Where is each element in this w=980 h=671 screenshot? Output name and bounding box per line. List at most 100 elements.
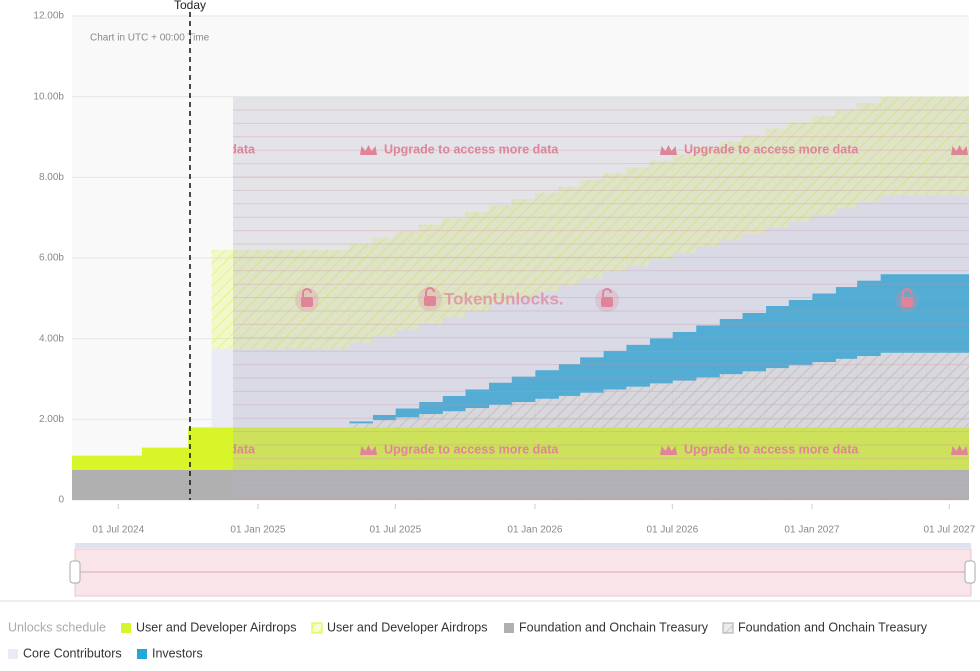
y-tick-label: 0 — [58, 495, 64, 506]
area-step — [234, 249, 259, 349]
area-step — [465, 427, 490, 470]
area-step — [188, 427, 213, 470]
area-step — [626, 469, 650, 500]
paywall-text: Upgrade to access more data — [975, 142, 980, 156]
area-step — [603, 350, 627, 390]
series-marks — [72, 96, 969, 500]
area-step — [326, 469, 350, 500]
area-step — [788, 122, 813, 222]
area-step — [372, 420, 396, 428]
area-step — [326, 249, 350, 349]
area-step — [211, 249, 235, 349]
area-step — [880, 274, 904, 353]
area-step — [903, 427, 927, 470]
area-step — [511, 376, 536, 402]
area-step — [579, 278, 604, 358]
area-step — [118, 455, 143, 470]
slider-track — [75, 543, 971, 548]
area-step — [558, 427, 581, 470]
area-step — [695, 377, 720, 428]
area-step — [534, 192, 559, 292]
area-step — [579, 179, 604, 279]
area-step — [465, 408, 490, 428]
lock-icon — [902, 288, 912, 297]
area-step — [672, 427, 697, 470]
range-slider[interactable] — [69, 543, 976, 597]
area-step — [558, 186, 581, 286]
area-step — [326, 427, 350, 470]
y-tick-label: 8.00b — [39, 172, 64, 183]
area-step — [880, 195, 904, 275]
area-step — [949, 352, 969, 428]
legend-swatch[interactable] — [722, 622, 734, 634]
area-step — [672, 253, 697, 332]
legend-swatch[interactable] — [504, 623, 514, 633]
area-step — [835, 469, 858, 500]
area-step — [326, 348, 350, 428]
slider-handle-left[interactable] — [69, 560, 81, 584]
area-step — [281, 427, 304, 470]
paywall-text: Upgrade to access more data — [81, 142, 256, 156]
area-step — [949, 469, 969, 500]
area-step — [211, 348, 235, 428]
area-step — [719, 469, 743, 500]
area-step — [579, 357, 604, 393]
area-step — [257, 469, 282, 500]
area-step — [835, 109, 858, 209]
legend-label[interactable]: User and Developer Airdrops — [136, 620, 297, 634]
legend-label[interactable]: Foundation and Onchain Treasury — [738, 620, 928, 634]
area-step — [465, 310, 490, 390]
area-step — [349, 469, 373, 500]
lock-icon — [424, 296, 436, 306]
area-step — [835, 358, 858, 428]
area-step — [788, 221, 813, 300]
crown-icon — [360, 145, 377, 155]
area-step — [234, 469, 259, 500]
y-tick-label: 12.00b — [33, 11, 64, 22]
area-step — [72, 455, 96, 470]
area-step — [257, 427, 282, 470]
area-step — [188, 469, 213, 500]
area-step — [811, 469, 836, 500]
area-step — [880, 469, 904, 500]
area-step — [835, 287, 858, 359]
paywall — [233, 97, 969, 500]
area-step — [395, 469, 420, 500]
area-step — [626, 266, 650, 345]
legend-swatch[interactable] — [311, 622, 323, 634]
area-step — [695, 325, 720, 378]
slider-handle-right[interactable] — [964, 560, 976, 584]
area-step — [603, 389, 627, 428]
area-step — [949, 195, 969, 275]
area-step — [579, 427, 604, 470]
area-step — [719, 374, 743, 428]
area-step — [372, 414, 396, 421]
legend-swatch[interactable] — [137, 649, 147, 659]
legend-label[interactable]: Foundation and Onchain Treasury — [519, 620, 709, 634]
area-step — [442, 469, 466, 500]
area-step — [649, 259, 673, 339]
legend-swatch[interactable] — [121, 623, 131, 633]
legend-swatch[interactable] — [8, 649, 18, 659]
area-step — [649, 338, 673, 384]
area-step — [926, 352, 950, 428]
area-step — [579, 469, 604, 500]
area-step — [395, 329, 420, 409]
area-step — [695, 246, 720, 326]
area-step — [788, 469, 813, 500]
legend-label[interactable]: Core Contributors — [23, 646, 122, 660]
area-step — [141, 447, 166, 470]
area-step — [281, 348, 304, 428]
area-step — [649, 383, 673, 428]
area-step — [626, 167, 650, 267]
legend-label[interactable]: Investors — [152, 646, 203, 660]
legend-title: Unlocks schedule — [8, 620, 106, 634]
area-step — [95, 455, 119, 470]
area-step — [95, 469, 119, 500]
area-step — [835, 427, 858, 470]
area-step — [465, 212, 490, 311]
area-step — [558, 285, 581, 365]
legend-label[interactable]: User and Developer Airdrops — [327, 620, 488, 634]
area-step — [211, 469, 235, 500]
